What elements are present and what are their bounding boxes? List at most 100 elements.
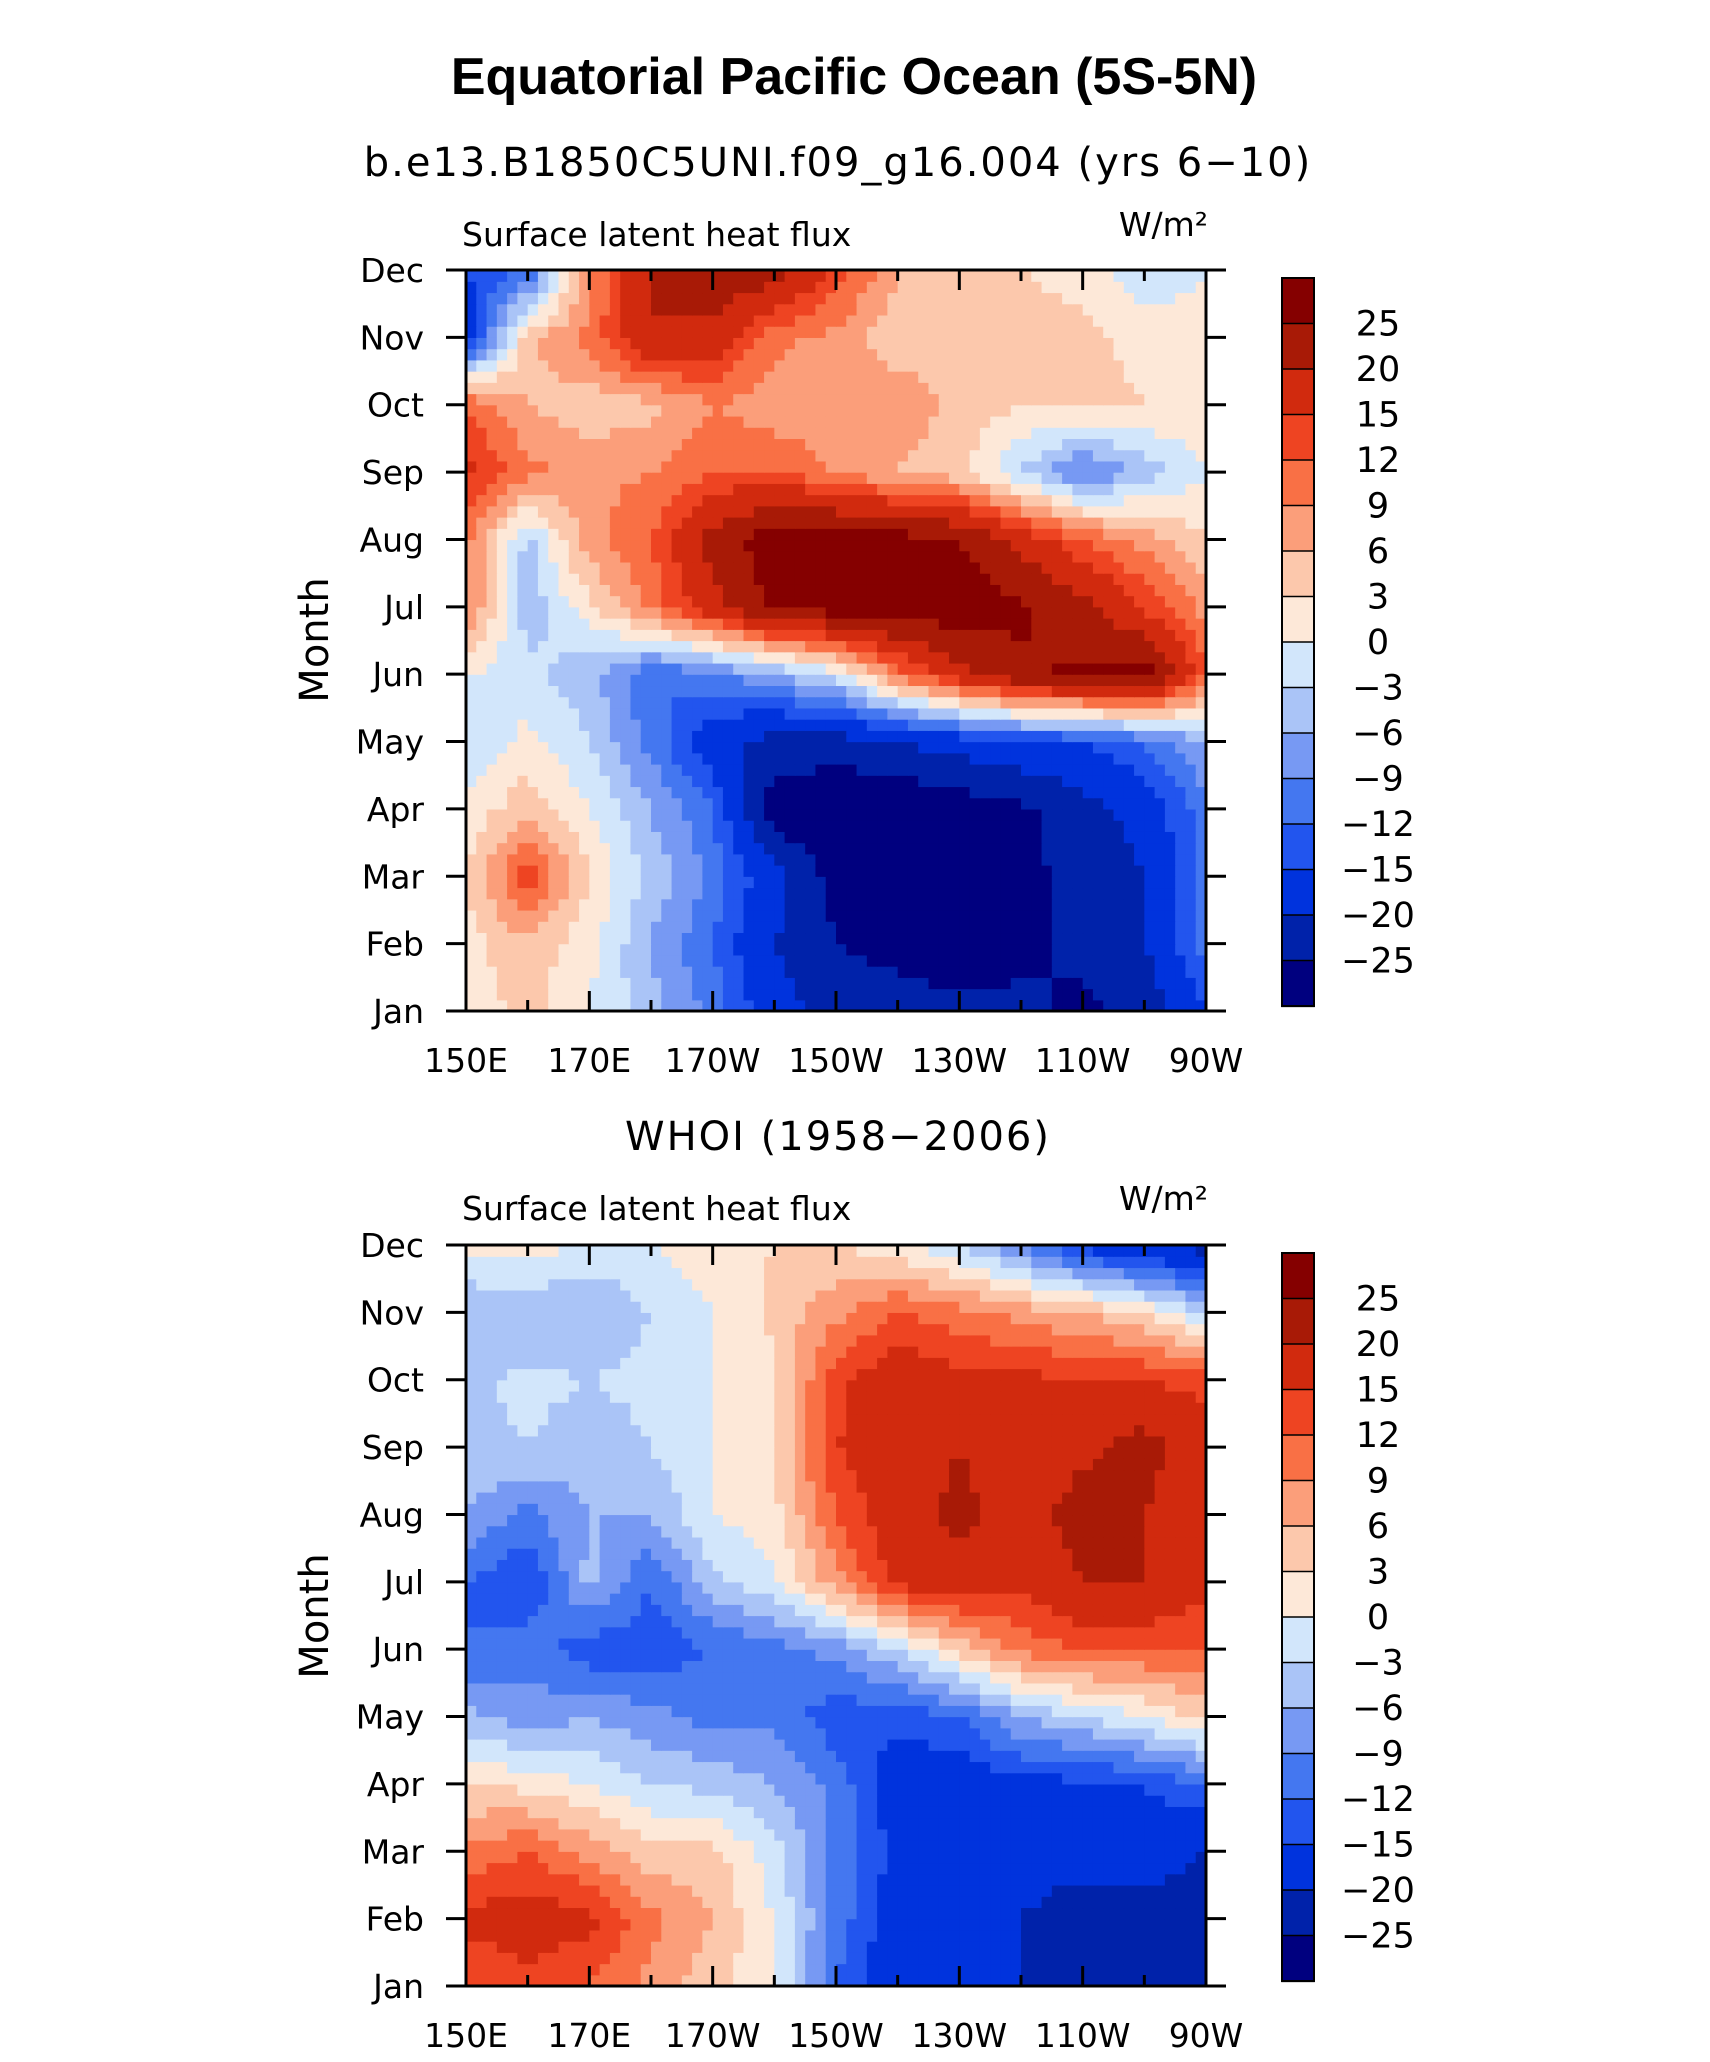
heatmap-cell xyxy=(856,573,868,585)
heatmap-cell xyxy=(1072,483,1084,496)
heatmap-cell xyxy=(579,685,590,698)
heatmap-cell xyxy=(764,359,775,372)
heatmap-cell xyxy=(928,393,940,406)
heatmap-cell xyxy=(805,472,817,484)
heatmap-cell xyxy=(712,808,724,821)
heatmap-cell xyxy=(907,954,919,967)
heatmap-cell xyxy=(877,966,888,978)
heatmap-cell xyxy=(712,876,724,889)
heatmap-cell xyxy=(1195,472,1207,484)
heatmap-cell xyxy=(1154,348,1166,361)
heatmap-cell xyxy=(918,382,930,395)
heatmap-cell xyxy=(959,561,971,574)
heatmap-cell xyxy=(743,685,755,698)
heatmap-cell xyxy=(1092,281,1104,294)
heatmap-cell xyxy=(1123,337,1135,350)
heatmap-cell xyxy=(897,438,909,451)
heatmap-cell xyxy=(1031,326,1043,338)
heatmap-cell xyxy=(753,517,765,529)
heatmap-cell xyxy=(486,696,498,709)
heatmap-cell xyxy=(887,831,899,844)
heatmap-cell xyxy=(1175,786,1187,799)
heatmap-cell xyxy=(1134,494,1145,507)
heatmap-cell xyxy=(959,921,971,934)
heatmap-cell xyxy=(1031,707,1043,720)
heatmap-cell xyxy=(856,281,868,294)
heatmap-cell xyxy=(722,764,734,776)
heatmap-cell xyxy=(897,371,909,383)
heatmap-cell xyxy=(774,270,786,282)
heatmap-cell xyxy=(805,752,817,765)
heatmap-cell xyxy=(1010,359,1022,372)
heatmap-cell xyxy=(733,606,745,619)
heatmap-cell xyxy=(609,775,621,788)
heatmap-cell xyxy=(681,966,693,978)
heatmap-cell xyxy=(743,651,755,664)
heatmap-cell xyxy=(537,595,549,608)
heatmap-cell xyxy=(661,505,673,518)
heatmap-cell xyxy=(517,573,529,585)
heatmap-cell xyxy=(753,337,765,350)
heatmap-cell xyxy=(928,550,940,563)
heatmap-cell xyxy=(887,303,899,316)
heatmap-cell xyxy=(949,876,960,889)
heatmap-cell xyxy=(969,292,981,305)
heatmap-cell xyxy=(784,427,796,440)
heatmap-cell xyxy=(1082,618,1094,630)
heatmap-cell xyxy=(630,909,642,922)
heatmap-cell xyxy=(794,921,806,934)
heatmap-cell xyxy=(815,483,827,496)
heatmap-cell xyxy=(476,292,488,305)
heatmap-cell xyxy=(784,528,796,541)
heatmap-cell xyxy=(1092,730,1104,743)
heatmap-cell xyxy=(1134,752,1145,765)
heatmap-cell xyxy=(630,584,642,597)
heatmap-cell xyxy=(1103,651,1115,664)
heatmap-cell xyxy=(651,281,662,294)
heatmap-cell xyxy=(764,595,775,608)
heatmap-cell xyxy=(1062,685,1073,698)
y-tick-label: Sep xyxy=(362,453,424,492)
heatmap-cell xyxy=(609,292,621,305)
heatmap-cell xyxy=(507,483,518,496)
heatmap-cell xyxy=(1134,393,1145,406)
heatmap-cell xyxy=(743,337,755,350)
heatmap-cell xyxy=(1000,674,1012,687)
heatmap-cell xyxy=(517,460,529,473)
heatmap-cell xyxy=(1134,674,1145,687)
heatmap-cell xyxy=(1113,517,1125,529)
colorbar-label: 9 xyxy=(1367,487,1389,527)
heatmap-cell xyxy=(527,505,539,518)
heatmap-cell xyxy=(733,730,745,743)
heatmap-cell xyxy=(630,371,642,383)
heatmap-cell xyxy=(640,1963,652,1976)
heatmap-cell xyxy=(599,595,611,608)
heatmap-cell xyxy=(609,595,621,608)
heatmap-cell xyxy=(527,573,539,585)
heatmap-cell xyxy=(846,427,858,440)
heatmap-cell xyxy=(620,674,632,687)
heatmap-cell xyxy=(1051,326,1063,338)
heatmap-cell xyxy=(671,921,683,934)
heatmap-cell xyxy=(517,270,529,282)
heatmap-cell xyxy=(856,898,868,911)
heatmap-cell xyxy=(815,865,827,877)
heatmap-cell xyxy=(969,404,981,417)
heatmap-cell xyxy=(856,752,868,765)
heatmap-cell xyxy=(651,371,662,383)
heatmap-cell xyxy=(1123,820,1135,832)
heatmap-cell xyxy=(990,371,1002,383)
heatmap-cell xyxy=(774,662,786,675)
heatmap-cell xyxy=(1082,427,1094,440)
heatmap-cell xyxy=(496,348,508,361)
heatmap-cell xyxy=(722,595,734,608)
heatmap-cell xyxy=(589,909,601,922)
heatmap-cell xyxy=(990,966,1002,978)
heatmap-cell xyxy=(671,966,683,978)
heatmap-cell xyxy=(907,539,919,552)
heatmap-cell xyxy=(681,483,693,496)
heatmap-cell xyxy=(702,865,714,877)
heatmap-cell xyxy=(856,561,868,574)
heatmap-cell xyxy=(1185,865,1197,877)
heatmap-cell xyxy=(548,561,560,574)
